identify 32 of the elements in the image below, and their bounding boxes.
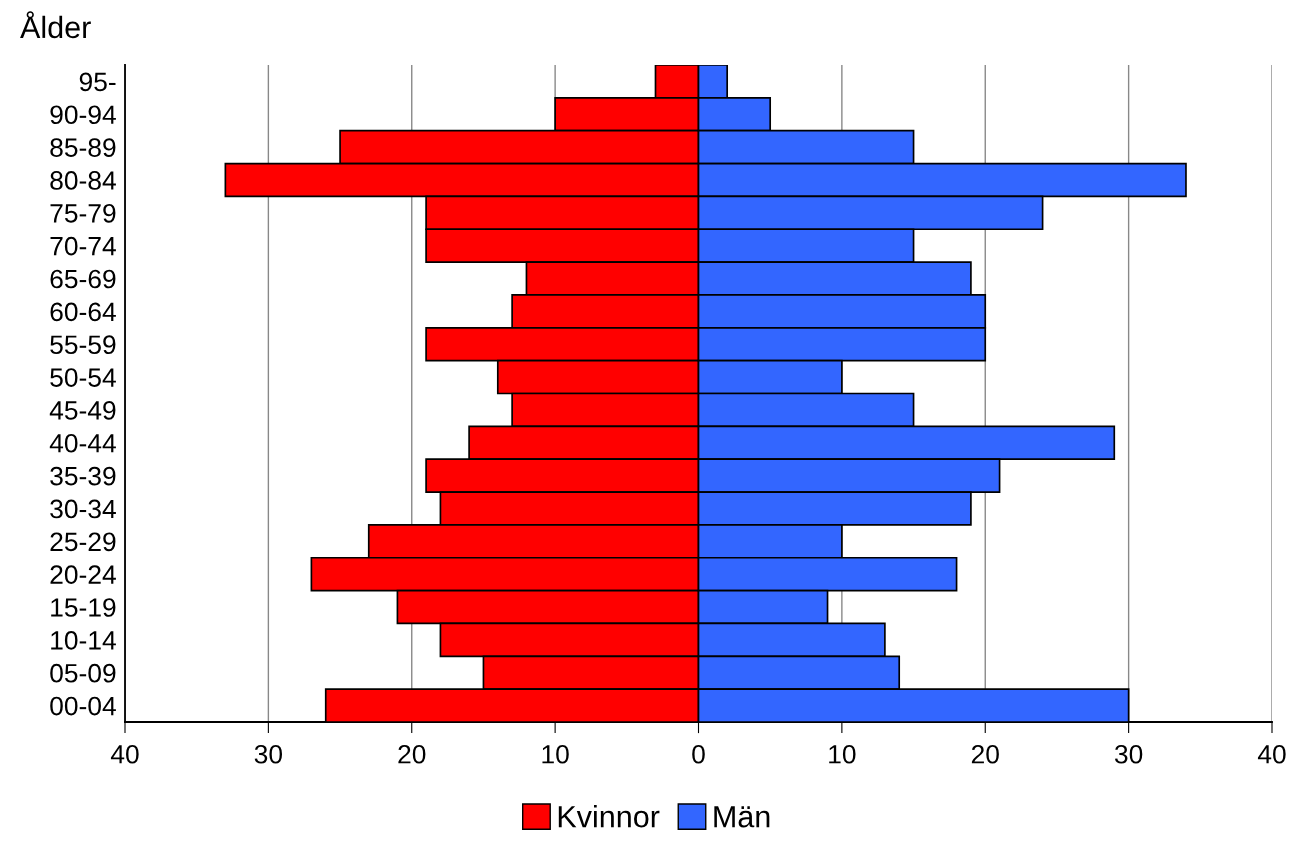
y-tick-label: 20-24 [50, 565, 116, 584]
y-tick-label: 95- [79, 72, 116, 92]
x-tick-label: 0 [692, 744, 705, 764]
y-tick-label: 70-74 [50, 236, 116, 256]
y-tick-label: 35-39 [50, 466, 116, 486]
y-tick-label: 25-29 [50, 532, 116, 552]
y-tick-label: 50-54 [50, 368, 116, 387]
y-tick-label: 85-89 [50, 138, 116, 157]
legend-label: Män [714, 806, 770, 828]
y-tick-label: 40-44 [49, 433, 116, 453]
y-tick-label: 45-49 [49, 401, 116, 420]
x-tick-label: 20 [971, 744, 999, 764]
y-tick-label: 75-79 [50, 203, 116, 223]
y-tick-label: 15-19 [51, 598, 116, 617]
y-tick-label: 00-04 [50, 696, 116, 716]
y-tick-label: 05-09 [50, 663, 116, 683]
x-tick-label: 10 [829, 744, 856, 764]
y-tick-label: 10-14 [51, 631, 116, 650]
x-tick-label: 30 [1114, 744, 1143, 764]
y-tick-label: 55-59 [50, 335, 116, 355]
legend-label: Kvinnor [558, 805, 660, 828]
y-tick-label: 65-69 [50, 269, 116, 289]
y-tick-label: 60-64 [50, 302, 116, 322]
x-tick-label: 30 [254, 744, 283, 764]
y-tick-label: 90-94 [50, 105, 116, 125]
y-tick-label: 80-84 [50, 171, 116, 190]
x-tick-label: 10 [542, 744, 569, 764]
x-tick-label: 20 [398, 744, 426, 764]
x-tick-label: 40 [110, 744, 139, 764]
x-tick-label: 40 [1257, 744, 1286, 764]
y-axis-title: Ålder [20, 11, 91, 39]
y-tick-label: 30-34 [50, 499, 116, 519]
